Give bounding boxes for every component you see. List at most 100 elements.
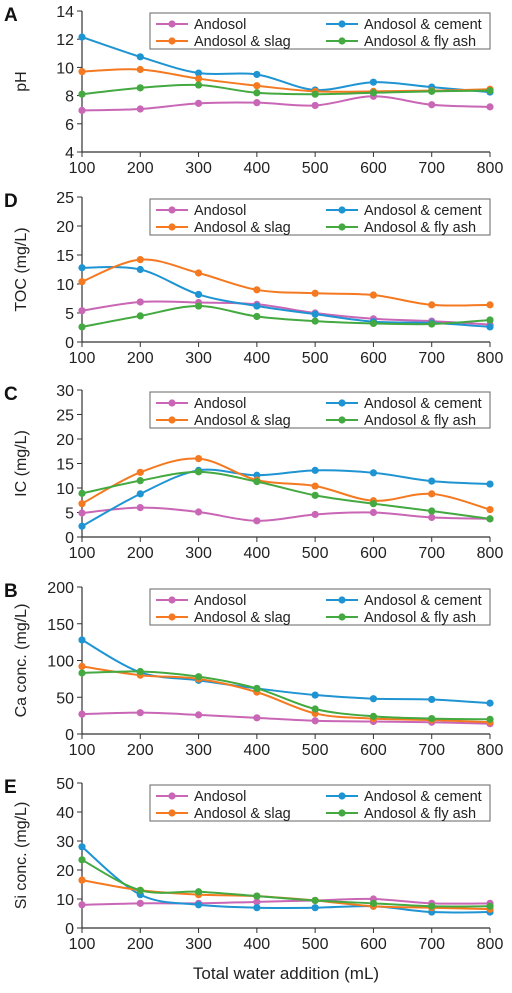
data-point [136,468,144,476]
legend-label: Andosol & fly ash [364,806,476,822]
data-point [311,482,319,490]
data-point [136,256,144,264]
data-point [253,904,261,912]
legend-swatch-marker [338,206,346,214]
data-point [136,899,144,907]
legend-label: Andosol & slag [194,610,291,626]
y-tick-label: 10 [56,892,74,909]
data-point [486,480,494,488]
data-point [311,101,319,110]
series-line [81,457,491,511]
series-line [81,506,491,522]
x-tick-label: 800 [477,160,504,177]
data-point [369,89,378,97]
series-andosol [78,92,494,115]
x-tick-label: 100 [69,545,96,562]
legend-swatch-marker [168,809,176,817]
y-tick-label: 12 [56,32,74,49]
data-point [78,843,86,851]
data-point [428,695,436,704]
data-point [78,636,86,644]
data-point [311,510,319,519]
y-tick-label: 5 [65,506,74,523]
legend: Andosol Andosol & cement Andosol & slag And… [149,784,491,822]
y-tick-label: 6 [65,117,74,134]
x-tick-label: 500 [302,545,329,562]
x-tick-label: 200 [127,350,154,367]
legend-label: Andosol & cement [364,17,482,33]
legend-swatch-marker [168,596,176,604]
data-point [194,673,203,681]
panel-letter: A [4,5,18,26]
x-tick-label: 500 [302,350,329,367]
legend-label: Andosol & cement [364,396,482,412]
legend-box [149,391,491,429]
series-andosol-fly-ash [78,81,494,98]
data-point [369,469,378,477]
data-point [311,317,319,325]
y-tick-label: 4 [65,145,74,162]
data-point [369,695,378,703]
x-tick-label: 100 [69,742,96,759]
series-andosol [78,504,494,525]
data-point [311,717,319,725]
y-tick-label: 50 [56,776,74,793]
series-line [81,665,491,724]
data-point [194,290,203,299]
legend-swatch-marker [168,399,176,407]
x-tick-label: 400 [244,742,271,759]
data-point [194,455,203,463]
data-point [311,691,319,699]
data-point [78,323,86,331]
data-point [136,312,144,320]
data-point [253,517,261,525]
x-tick-label: 100 [69,350,96,367]
data-point [78,68,86,76]
data-point [369,78,378,86]
series-line [81,897,491,906]
x-tick-label: 600 [360,350,387,367]
legend-item: Andosol & cement [326,396,482,412]
x-tick-label: 500 [302,936,329,953]
data-point [253,684,261,693]
legend-label: Andosol [194,203,246,219]
data-point [78,901,86,909]
data-point [78,33,86,41]
y-tick-label: 0 [65,727,74,744]
panel-letter: C [4,384,18,405]
legend-swatch-marker [338,792,346,800]
data-point [311,310,319,318]
data-point [311,896,319,905]
legend-item: Andosol & fly ash [326,413,476,429]
x-tick-label: 400 [244,545,271,562]
data-point [194,81,203,89]
y-tick-label: 20 [56,432,74,449]
legend-item: Andosol & cement [326,593,482,609]
y-tick-label: 30 [56,834,74,851]
legend-item: Andosol & fly ash [326,806,476,822]
x-tick-label: 500 [302,742,329,759]
data-point [428,714,436,723]
legend-swatch-marker [168,206,176,214]
data-point [369,508,378,517]
legend-item: Andosol & cement [326,203,482,219]
legend-item: Andosol & fly ash [326,610,476,626]
x-tick-label: 800 [477,350,504,367]
data-point [253,312,261,321]
series-andosol-slag [78,256,494,309]
legend-label: Andosol [194,17,246,33]
series-andosol-fly-ash [78,468,494,523]
legend-swatch-marker [338,613,346,621]
y-tick-label: 20 [56,863,74,880]
x-tick-label: 700 [418,350,445,367]
data-point [78,669,86,677]
data-point [428,513,436,522]
x-tick-label: 400 [244,936,271,953]
panel-d: 0 5 10 15 20 25 100 200 300 400 500 600 700 800 D TOC (… [4,190,503,367]
data-point [136,477,144,485]
y-axis-label: pH [13,71,30,91]
legend-item: Andosol [156,396,246,412]
x-tick-label: 200 [127,936,154,953]
series-line [81,670,491,721]
